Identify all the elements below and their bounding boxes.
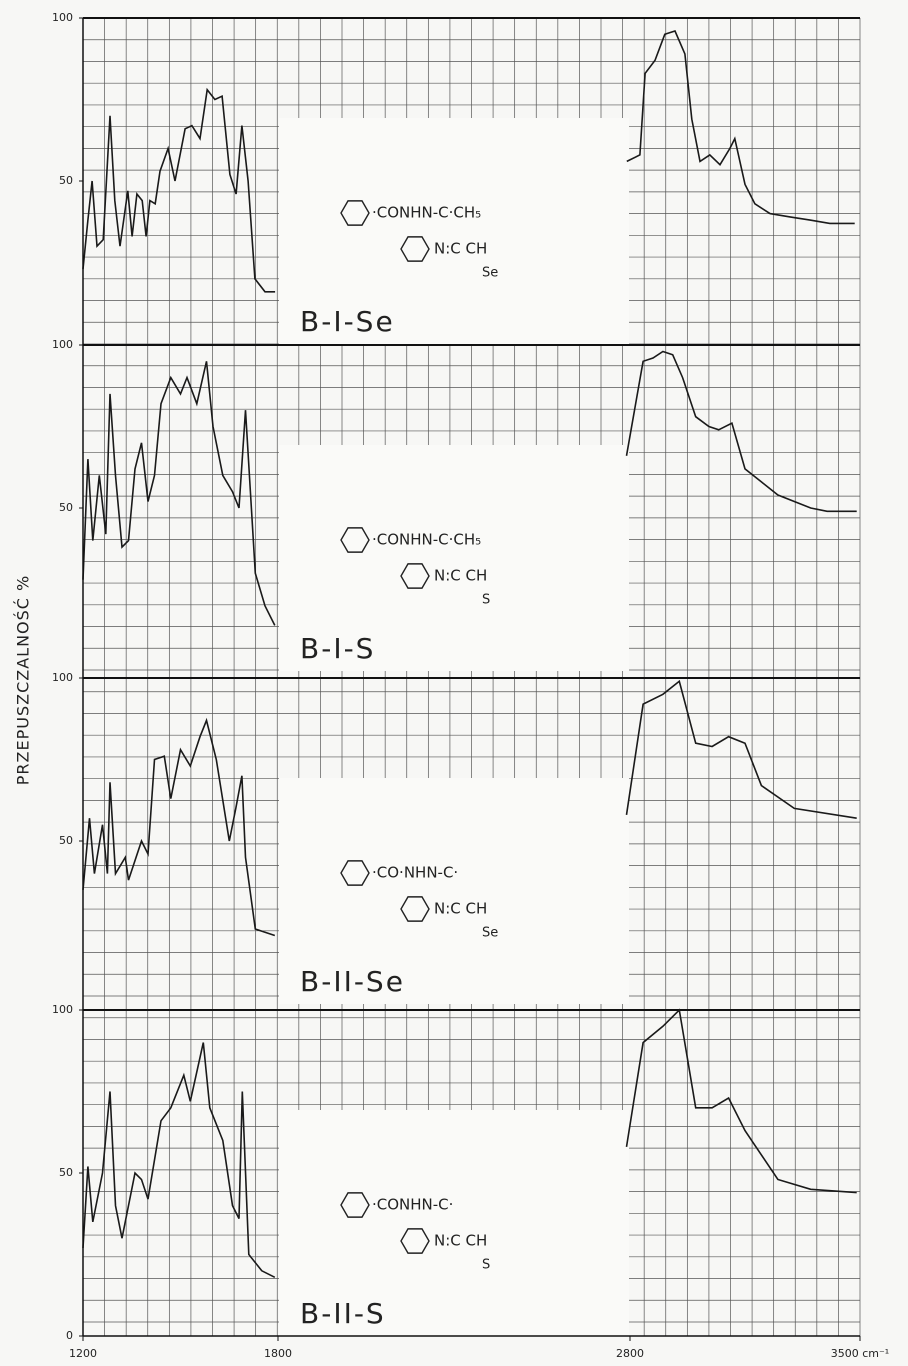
x-tick-label: 3500 cm⁻¹: [831, 1347, 889, 1360]
formula-line: N:C CH: [434, 1232, 487, 1250]
pyridine-ring: [340, 527, 370, 553]
formula-line: S: [482, 593, 490, 608]
formula-line: Se: [482, 926, 498, 941]
spectrum-line: [82, 1008, 857, 1279]
phenyl-ring: [400, 563, 430, 589]
formula-line: ·CONHN-C·CH₅: [372, 531, 481, 549]
formula-line: ·CONHN-C·: [372, 1196, 453, 1214]
formula-line: ·CO·NHN-C·: [372, 864, 458, 882]
y-tick-label: 100: [52, 671, 73, 684]
y-tick-label: 50: [59, 1166, 73, 1179]
y-tick-label: 100: [52, 11, 73, 24]
phenyl-ring: [400, 896, 430, 922]
pyridine-ring: [340, 200, 370, 226]
formula-line: S: [482, 1258, 490, 1273]
panel-label: B-II-S: [300, 1297, 386, 1330]
y-tick-label: 50: [59, 501, 73, 514]
panel-label: B-I-Se: [300, 305, 395, 338]
phenyl-ring: [400, 1228, 430, 1254]
formula-box: [279, 778, 629, 1004]
y-tick-label: 50: [59, 834, 73, 847]
x-tick-label: 1200: [69, 1347, 97, 1360]
panel-label: B-II-Se: [300, 965, 405, 998]
phenyl-ring: [400, 236, 430, 262]
spectrum-line: [82, 350, 857, 626]
x-tick-label: 1800: [264, 1347, 292, 1360]
formula-line: Se: [482, 266, 498, 281]
pyridine-ring: [340, 1192, 370, 1218]
pyridine-ring: [340, 860, 370, 886]
formula-box: [279, 1110, 629, 1336]
formula-box: [279, 118, 629, 344]
spectrum-line: [82, 30, 855, 293]
x-tick-label: 2800: [616, 1347, 644, 1360]
spectrum-line: [82, 679, 857, 937]
panel-label: B-I-S: [300, 632, 375, 665]
formula-line: N:C CH: [434, 900, 487, 918]
formula-box: [279, 445, 629, 671]
y-tick-label: 100: [52, 338, 73, 351]
y-tick-label: 50: [59, 174, 73, 187]
formula-line: N:C CH: [434, 567, 487, 585]
y-axis-label: PRZEPUSZCZALNOŚĆ %: [14, 575, 33, 785]
y-tick-label: 100: [52, 1003, 73, 1016]
formula-line: ·CONHN-C·CH₅: [372, 204, 481, 222]
y-tick-label: 0: [66, 1329, 73, 1342]
formula-line: N:C CH: [434, 240, 487, 258]
